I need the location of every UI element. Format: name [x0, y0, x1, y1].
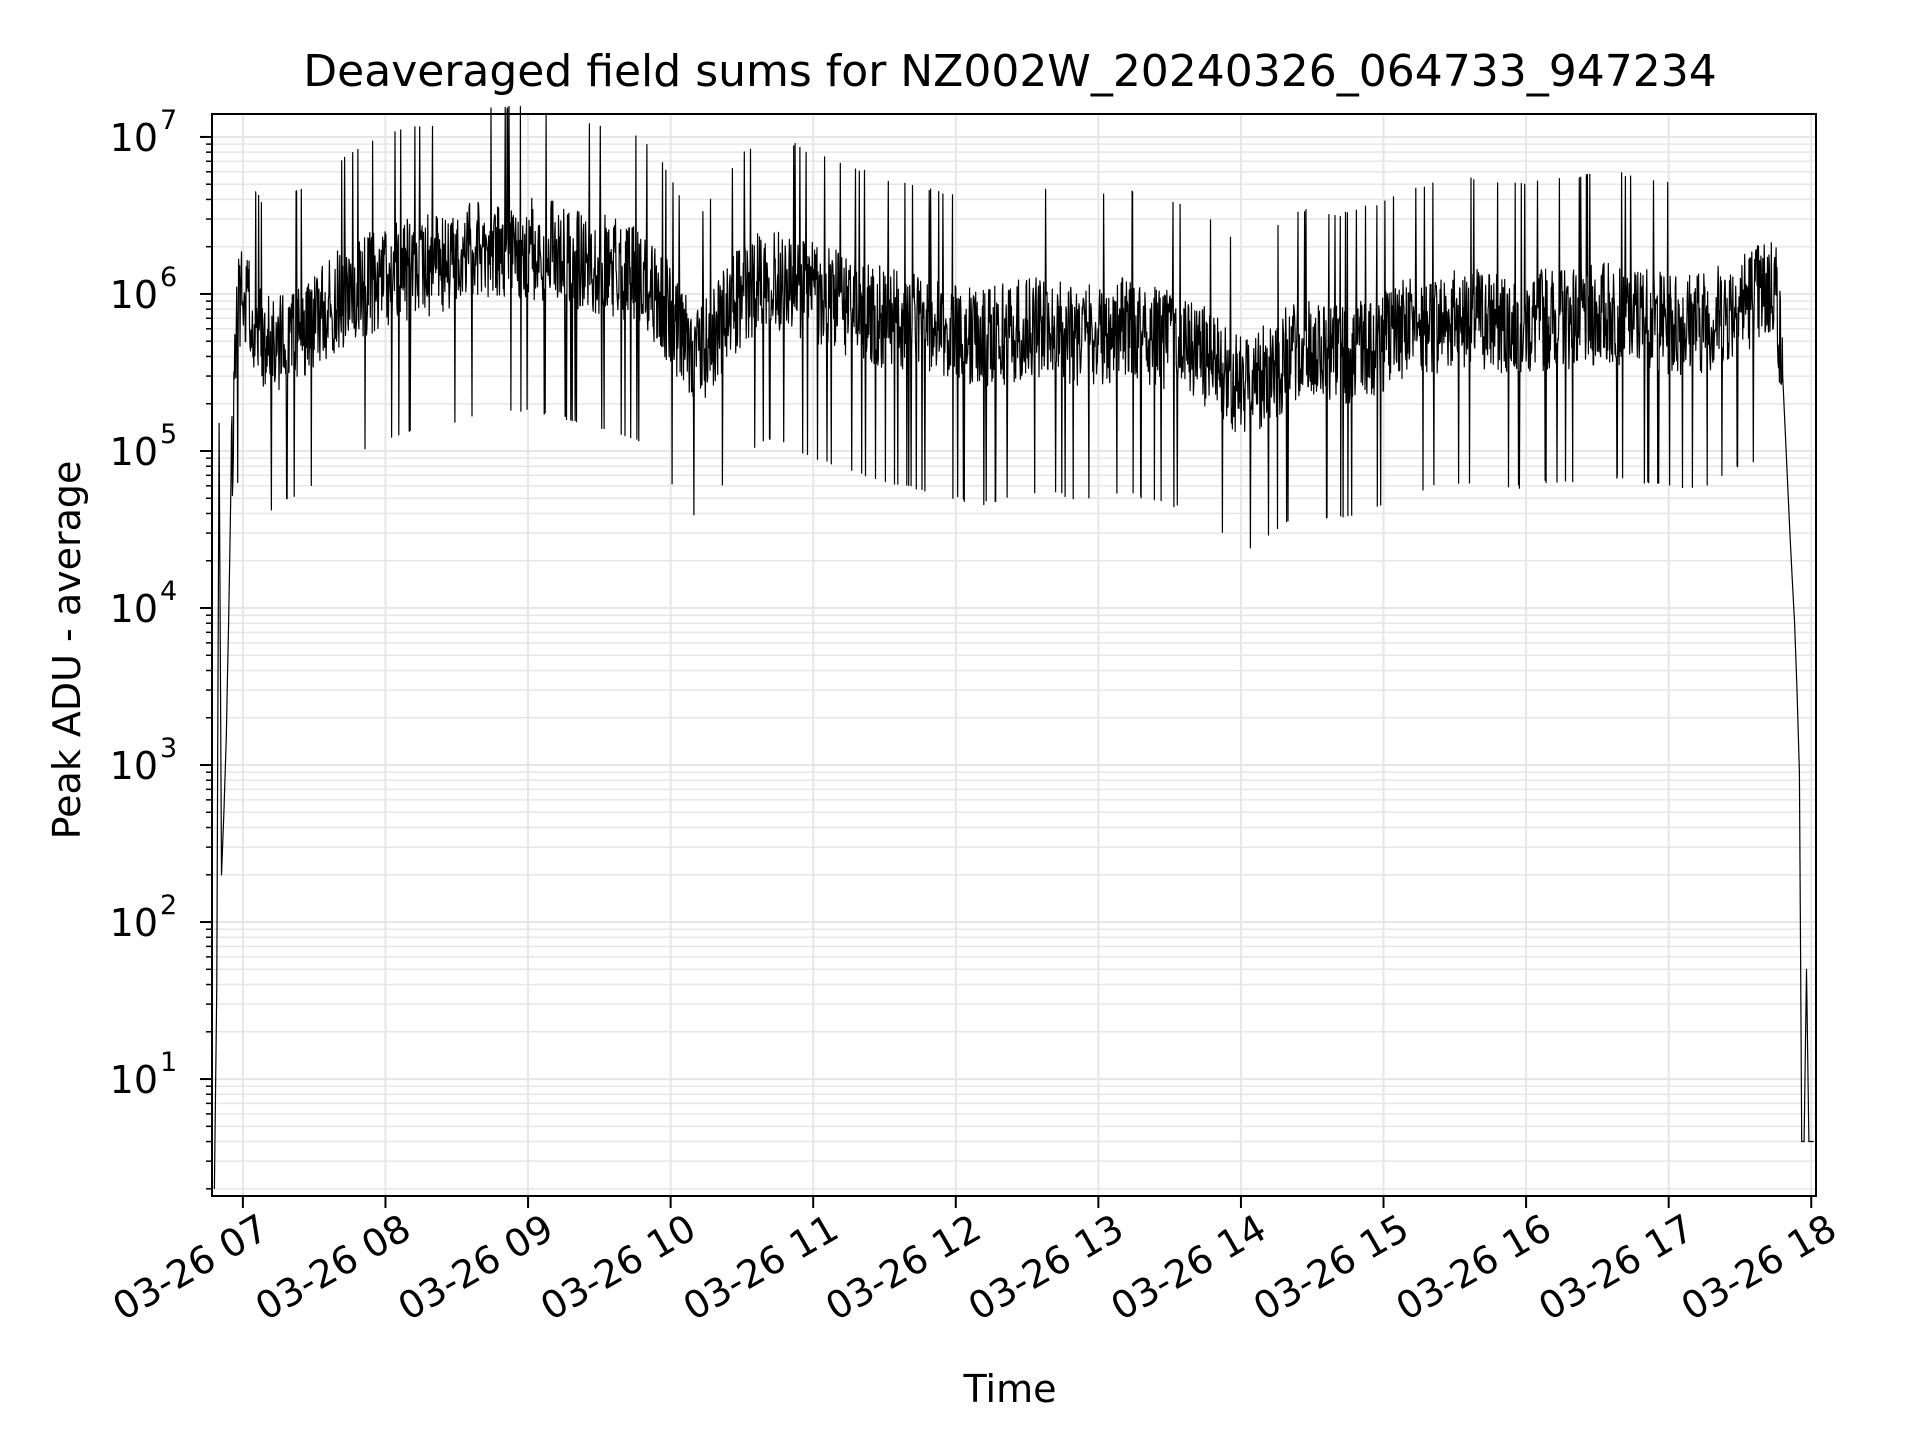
y-tick-label: 10 6 [110, 262, 178, 317]
y-tick-label-exponent: 6 [160, 262, 177, 293]
grid-lines [212, 114, 1816, 1196]
y-tick-label-base: 10 [110, 116, 158, 160]
x-axis-label: Time [963, 1367, 1057, 1411]
plot-area [213, 105, 1814, 1189]
y-tick-label: 10 1 [110, 1047, 178, 1102]
y-tick-label-base: 10 [110, 1058, 158, 1102]
y-tick-label-base: 10 [110, 430, 158, 474]
y-tick-label: 10 2 [110, 890, 178, 945]
y-tick-label: 10 7 [110, 105, 178, 160]
tick-marks [200, 135, 1813, 1208]
y-tick-label-base: 10 [110, 744, 158, 788]
y-tick-label-exponent: 2 [160, 890, 177, 921]
y-tick-label-exponent: 7 [160, 105, 177, 136]
y-axis-label: Peak ADU - average [45, 461, 89, 840]
y-tick-label: 10 4 [110, 576, 178, 631]
y-tick-label-exponent: 5 [160, 419, 177, 450]
y-tick-label-base: 10 [110, 901, 158, 945]
y-tick-label: 10 3 [110, 733, 178, 788]
y-tick-label: 10 5 [110, 419, 178, 474]
y-tick-label-exponent: 1 [160, 1047, 177, 1078]
y-tick-label-exponent: 3 [160, 733, 177, 764]
chart-title: Deaveraged field sums for NZ002W_2024032… [303, 46, 1716, 97]
y-tick-label-exponent: 4 [160, 576, 177, 607]
y-tick-label-base: 10 [110, 587, 158, 631]
y-tick-label-base: 10 [110, 273, 158, 317]
series-line [213, 105, 1814, 1189]
